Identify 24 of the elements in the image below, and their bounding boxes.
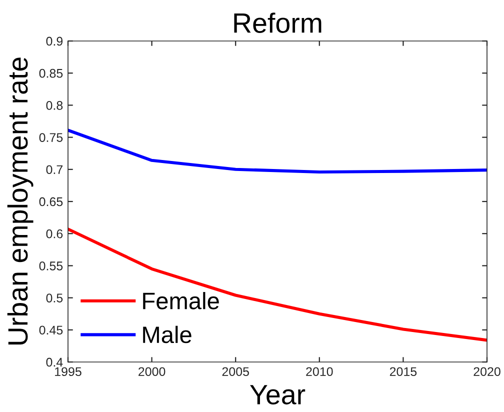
x-tick-label: 2005 (222, 367, 249, 376)
y-tick-label: 0.45 (39, 326, 63, 335)
y-tick-label: 0.5 (46, 294, 63, 302)
legend-label: Female (143, 292, 219, 310)
y-axis-title: Urban employment rate (7, 58, 34, 344)
y-tick-label: 0.55 (39, 262, 63, 270)
y-tick-label: 0.6 (46, 229, 63, 238)
y-tick-label: 0.9 (46, 36, 63, 46)
line-series (68, 228, 487, 342)
legend-label: Male (143, 326, 192, 344)
x-axis-title: Year (250, 385, 306, 404)
y-tick-label: 0.65 (39, 197, 63, 206)
y-tick-label: 0.7 (46, 165, 63, 174)
x-tick-label: 2020 (474, 367, 500, 376)
x-tick-label: 2010 (306, 367, 333, 376)
y-tick-label: 0.4 (46, 358, 63, 367)
chart-title: Reform (234, 12, 322, 33)
x-tick-label: 2000 (138, 367, 166, 376)
x-tick-label: 1995 (55, 367, 82, 376)
line-series (68, 128, 487, 174)
y-tick-label: 0.85 (39, 68, 63, 78)
x-tick-label: 2015 (390, 367, 417, 376)
y-tick-label: 0.8 (46, 101, 63, 110)
y-tick-label: 0.75 (39, 133, 63, 142)
